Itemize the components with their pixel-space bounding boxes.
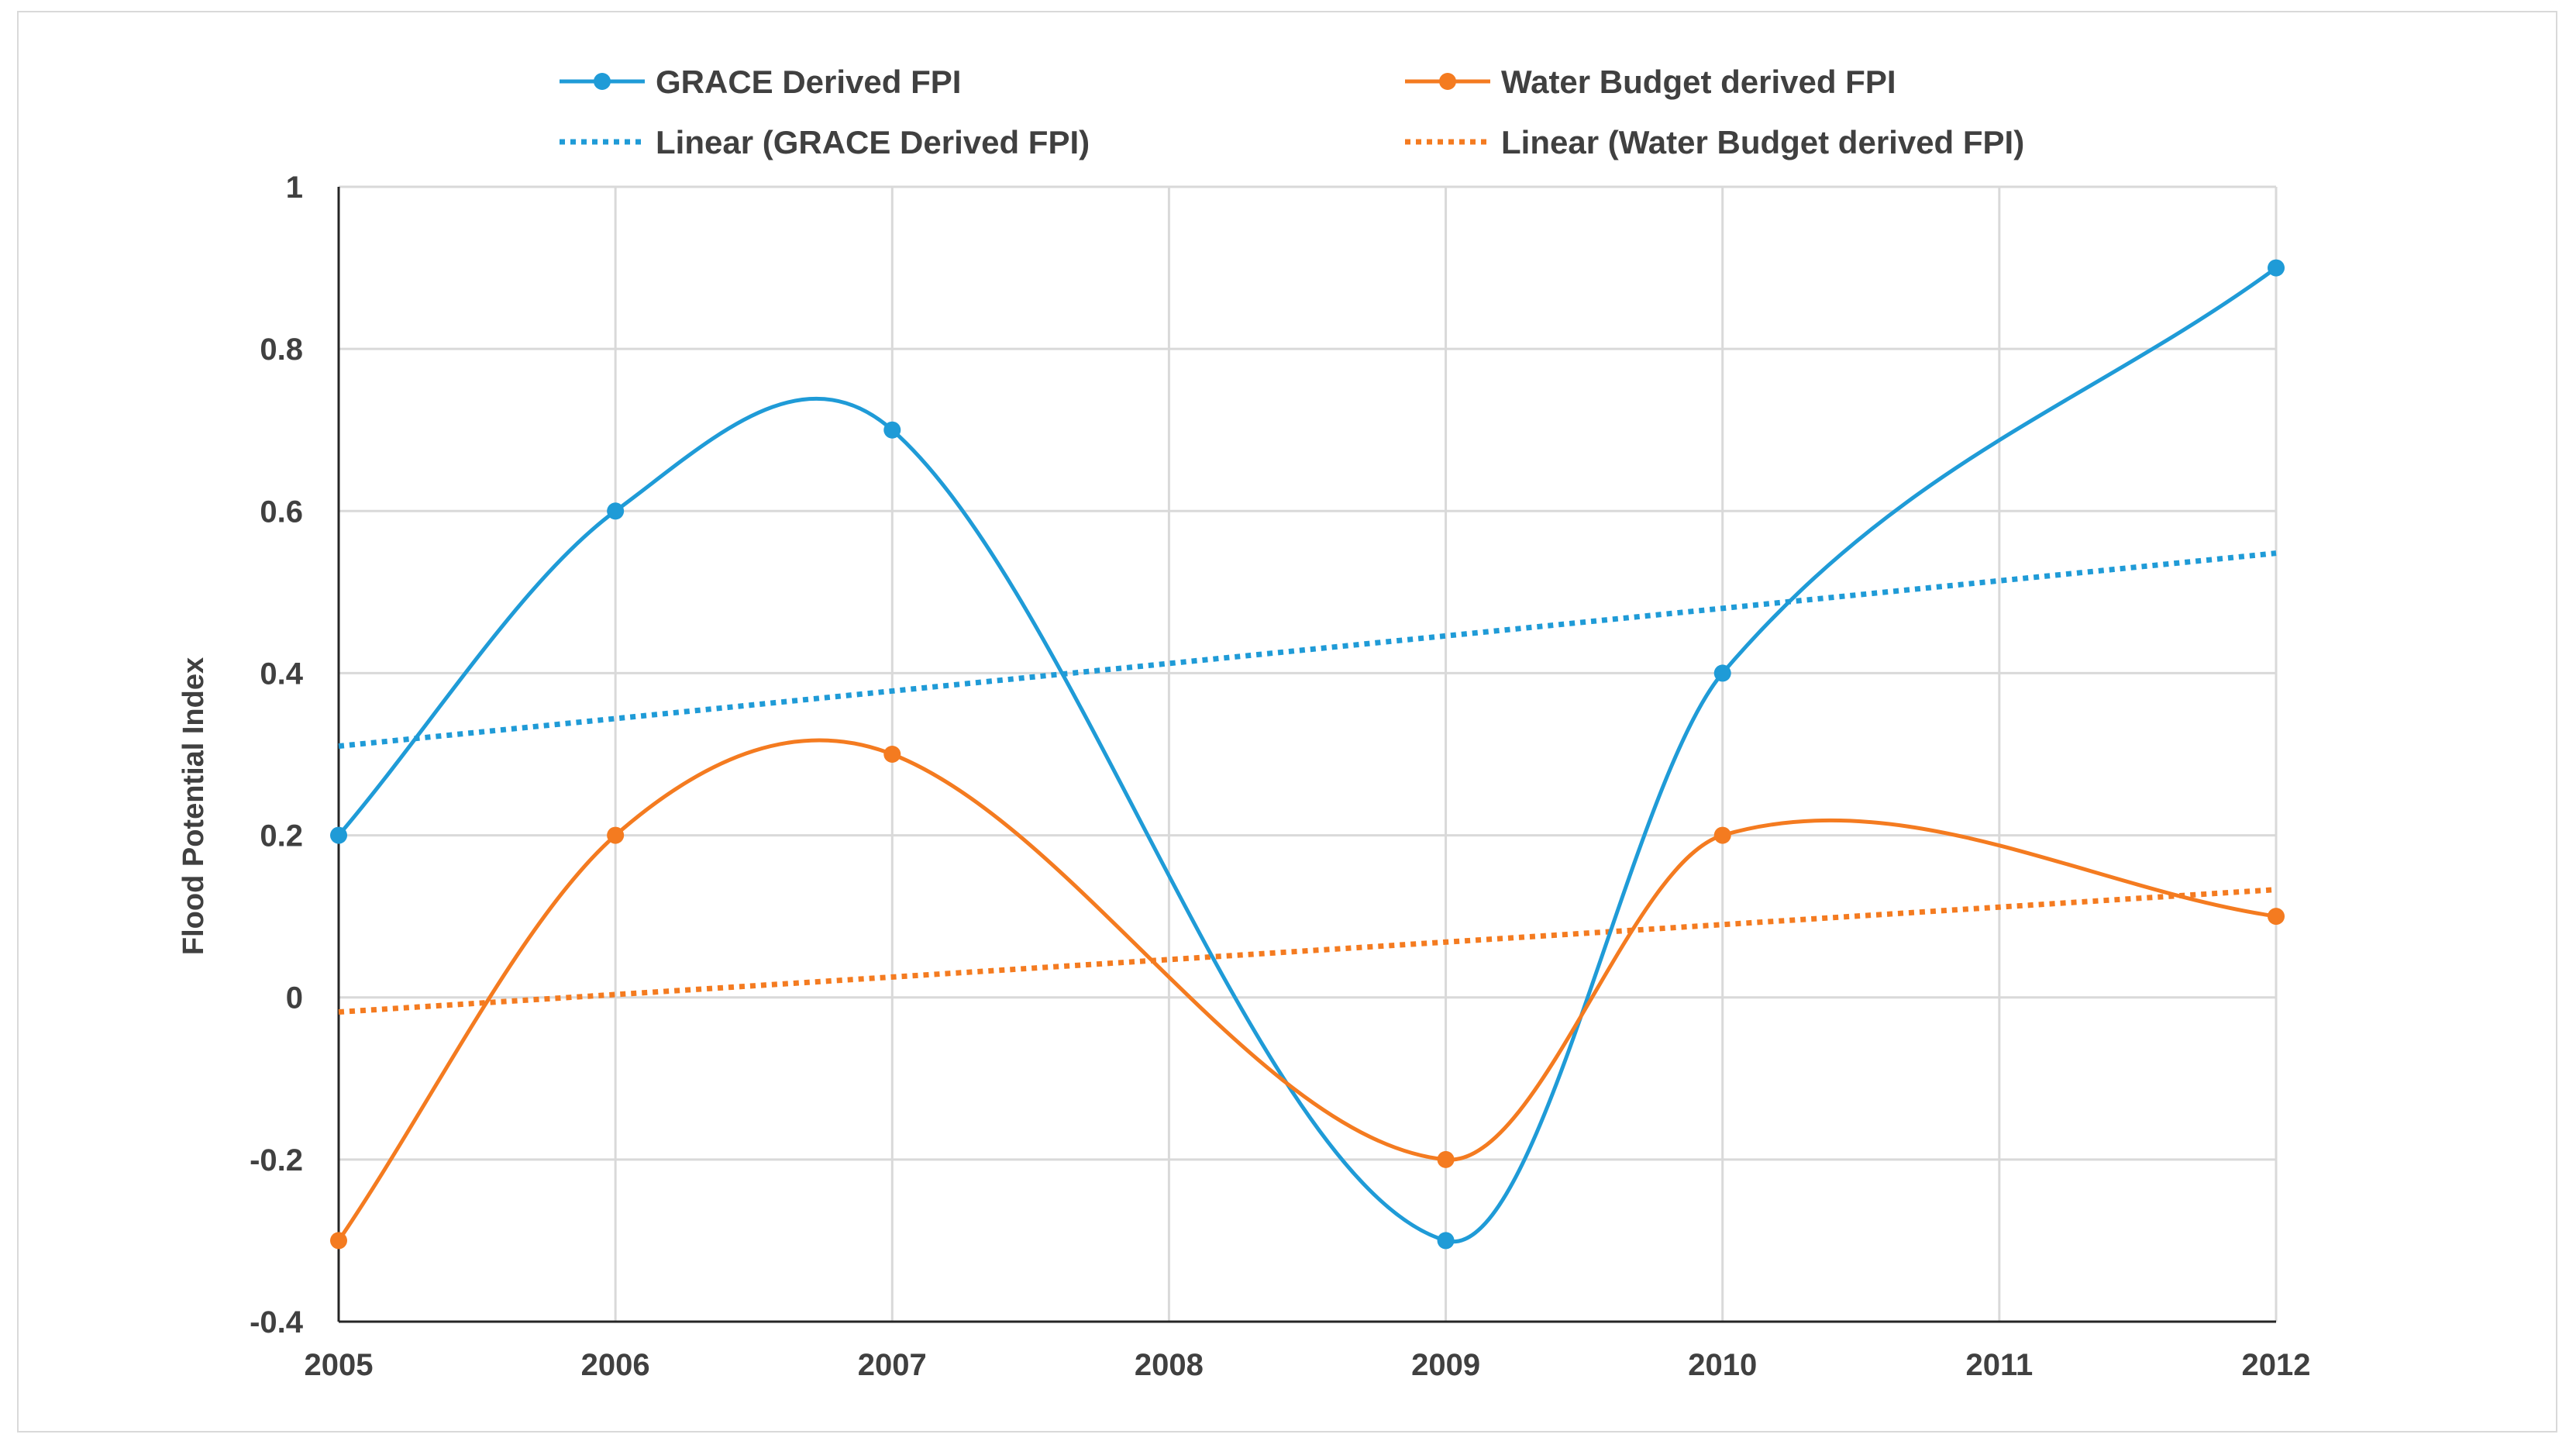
tick-labels: -0.4 -0.2 0 0.2 0.4 0.6 0.8 1 2005 2006 2007 2008 20… (250, 171, 2310, 1382)
legend-marker (1439, 73, 1456, 90)
y-tick-label: 0.8 (260, 333, 303, 367)
series-line-1 (336, 738, 2277, 1242)
x-tick-label: 2009 (1411, 1348, 1480, 1382)
gridlines (339, 185, 2278, 1322)
legend-label: Water Budget derived FPI (1501, 64, 1896, 100)
data-point (883, 746, 901, 763)
data-point (330, 826, 347, 844)
legend: GRACE Derived FPI Water Budget derived FP… (560, 64, 2024, 160)
data-point (2268, 908, 2285, 926)
legend-marker (594, 73, 611, 90)
legend-label: Linear (GRACE Derived FPI) (656, 124, 1090, 160)
data-point (1713, 826, 1731, 844)
data-point (2268, 259, 2285, 277)
data-point (1713, 664, 1731, 682)
data-point (1437, 1150, 1455, 1168)
legend-entry: Water Budget derived FPI (1405, 64, 1896, 100)
data-point (883, 421, 901, 439)
data-point (607, 826, 625, 844)
x-tick-label: 2012 (2242, 1348, 2311, 1382)
axes (337, 187, 2276, 1323)
legend-entry: Linear (Water Budget derived FPI) (1405, 124, 2024, 160)
y-tick-label: -0.2 (250, 1143, 303, 1177)
x-tick-label: 2006 (581, 1348, 650, 1382)
chart-frame (17, 11, 2557, 1432)
x-tick-label: 2008 (1135, 1348, 1204, 1382)
legend-label: GRACE Derived FPI (656, 64, 961, 100)
x-tick-label: 2005 (305, 1348, 374, 1382)
y-tick-label: 0.4 (260, 657, 303, 691)
y-tick-label: 0 (286, 981, 303, 1015)
data-point (330, 1232, 347, 1250)
legend-entry: GRACE Derived FPI (560, 64, 961, 100)
series-line-0 (337, 266, 2278, 1244)
x-tick-label: 2011 (1965, 1348, 2033, 1382)
trendlines (338, 550, 2277, 1015)
y-axis-title: Flood Potential Index (177, 657, 210, 955)
trendline-0 (338, 550, 2277, 750)
data-markers (330, 259, 2285, 1250)
x-tick-label: 2010 (1688, 1348, 1757, 1382)
data-point (607, 502, 625, 520)
x-tick-label: 2007 (858, 1348, 927, 1382)
legend-entry: Linear (GRACE Derived FPI) (560, 124, 1090, 160)
y-tick-label: 0.2 (260, 819, 303, 853)
legend-label: Linear (Water Budget derived FPI) (1501, 124, 2024, 160)
y-tick-label: 0.6 (260, 495, 303, 529)
y-tick-label: 1 (286, 171, 303, 205)
data-point (1437, 1232, 1455, 1250)
series-lines (336, 266, 2278, 1244)
trendline-1 (338, 887, 2277, 1015)
y-tick-label: -0.4 (250, 1305, 304, 1339)
